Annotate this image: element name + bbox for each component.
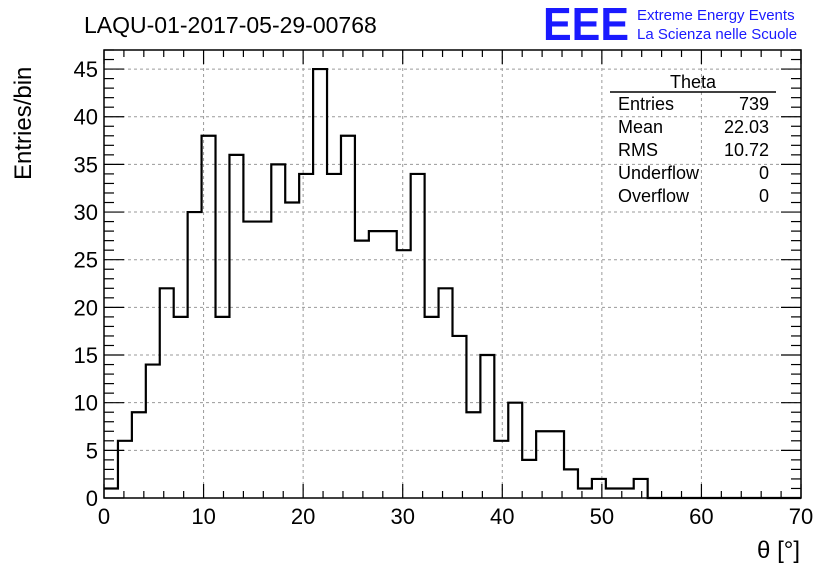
histogram-outline (104, 67, 801, 500)
eee-logo: EEE Extreme Energy Events La Scienza nel… (543, 0, 797, 50)
histogram-bin (522, 460, 536, 498)
x-axis-label: θ [°] (757, 537, 800, 564)
histogram-bin (480, 355, 494, 498)
histogram-bin (229, 155, 243, 498)
histogram-bin (299, 174, 313, 498)
x-tick-label: 50 (590, 504, 614, 529)
stats-row-label: Mean (618, 117, 663, 137)
eee-logo-mark: EEE (543, 0, 629, 50)
stats-row-label: RMS (618, 140, 658, 160)
histogram (104, 67, 801, 500)
x-tick-label: 20 (291, 504, 315, 529)
y-tick-label: 20 (74, 295, 98, 320)
stats-row-value: 0 (759, 163, 769, 183)
y-tick-labels: 0 5 10 15 20 25 30 35 40 45 (74, 57, 98, 511)
stats-box-rows: Entries 739 Mean 22.03 RMS 10.72 Underflow 0 Ove… (618, 94, 769, 206)
histogram-bin (327, 174, 341, 498)
y-tick-label: 5 (86, 438, 98, 463)
histogram-bin (425, 317, 439, 498)
histogram-bin (243, 222, 257, 498)
eee-logo-line1: Extreme Energy Events (637, 7, 795, 24)
chart-title: LAQU-01-2017-05-29-00768 (84, 12, 377, 38)
stats-box-title: Theta (670, 72, 717, 92)
histogram-bin (369, 231, 383, 498)
histogram-bin (466, 412, 480, 498)
y-tick-label: 25 (74, 248, 98, 273)
y-tick-label: 35 (74, 152, 98, 177)
x-tick-label: 10 (191, 504, 215, 529)
histogram-bin (397, 250, 411, 498)
x-tick-label: 40 (490, 504, 514, 529)
y-tick-label: 10 (74, 391, 98, 416)
x-tick-label: 0 (98, 504, 110, 529)
histogram-bin (453, 336, 467, 498)
histogram-bin (257, 222, 271, 498)
y-tick-label: 0 (86, 486, 98, 511)
histogram-bin (550, 431, 564, 498)
histogram-bin (341, 136, 355, 498)
x-tick-label: 60 (689, 504, 713, 529)
histogram-bin (104, 488, 118, 498)
stats-row-label: Entries (618, 94, 674, 114)
x-tick-label: 30 (390, 504, 414, 529)
stats-box: Theta Entries 739 Mean 22.03 RMS 10.72 Underfl… (610, 72, 776, 206)
stats-row-value: 739 (739, 94, 769, 114)
stats-row-label: Underflow (618, 163, 700, 183)
histogram-bin (439, 288, 453, 498)
histogram-bin (118, 441, 132, 498)
histogram-bin (132, 412, 146, 498)
histogram-bin (606, 488, 620, 498)
histogram-bin (634, 479, 648, 498)
histogram-bin (494, 441, 508, 498)
histogram-bin (216, 317, 230, 498)
histogram-bin (411, 174, 425, 498)
histogram-bin (536, 431, 550, 498)
stats-row-value: 0 (759, 186, 769, 206)
plot-frame (103, 49, 802, 499)
histogram-bin (578, 488, 592, 498)
histogram-bin (160, 288, 174, 498)
y-tick-label: 15 (74, 343, 98, 368)
histogram-bin (313, 69, 327, 498)
y-tick-label: 45 (74, 57, 98, 82)
histogram-bin (592, 479, 606, 498)
stats-row-value: 10.72 (724, 140, 769, 160)
y-axis-label: Entries/bin (10, 67, 37, 180)
histogram-bin (355, 241, 369, 498)
histogram-bin (174, 317, 188, 498)
histogram-bin (146, 365, 160, 498)
y-tick-label: 40 (74, 105, 98, 130)
stats-row-value: 22.03 (724, 117, 769, 137)
x-tick-label: 70 (789, 504, 813, 529)
stats-row-label: Overflow (618, 186, 690, 206)
grid-lines (104, 50, 801, 498)
histogram-bin (383, 231, 397, 498)
histogram-bin (271, 164, 285, 498)
histogram-bin (564, 469, 578, 498)
x-tick-labels: 0 10 20 30 40 50 60 70 (98, 504, 813, 529)
axis-ticks (103, 49, 802, 499)
y-tick-label: 30 (74, 200, 98, 225)
histogram-bin (285, 203, 299, 498)
eee-logo-line2: La Scienza nelle Scuole (637, 26, 797, 43)
